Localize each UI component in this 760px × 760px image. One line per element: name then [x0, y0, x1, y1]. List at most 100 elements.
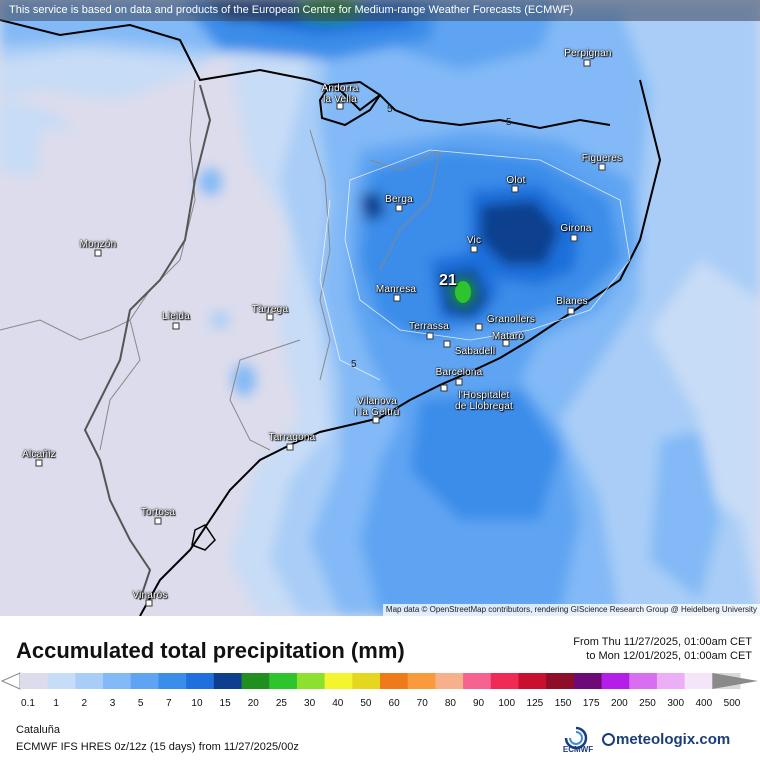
city-marker-alcaniz[interactable] [35, 459, 43, 467]
scale-tick-label: 1 [53, 698, 59, 709]
scale-swatch [684, 673, 713, 689]
city-label-tarrega: Tàrrega [251, 304, 289, 315]
scale-swatch [130, 673, 159, 689]
andorra-border [318, 80, 382, 127]
city-marker-lleida[interactable] [172, 322, 180, 330]
scale-swatch [47, 673, 76, 689]
city-marker-berga[interactable] [395, 204, 403, 212]
city-label-mataro: Mataró [491, 331, 525, 342]
city-marker-vilanova[interactable] [372, 416, 380, 424]
scale-tick-label: 40 [332, 698, 344, 709]
city-label-monzon: Monzón [79, 239, 117, 250]
scale-swatch [518, 673, 547, 689]
delta-coast [191, 524, 216, 551]
city-label-terrassa: Terrassa [409, 321, 449, 332]
scale-tick-label: 400 [695, 698, 713, 709]
scale-tick-label: 5 [137, 698, 144, 709]
scale-swatch [296, 673, 326, 689]
national-border [0, 19, 611, 130]
meteologix-logo-text: meteologix.com [616, 731, 731, 748]
city-marker-terrassa[interactable] [426, 332, 434, 340]
city-marker-andorra[interactable] [336, 102, 344, 110]
scale-tick-label: 125 [526, 698, 544, 709]
city-label-vinaros: Vinaròs [132, 590, 168, 601]
city-label-andorra: Andorra la Vella [321, 83, 359, 105]
city-marker-sabadell[interactable] [443, 340, 451, 348]
scale-swatch [20, 673, 49, 689]
city-marker-girona[interactable] [570, 234, 578, 242]
city-marker-mataro[interactable] [502, 339, 510, 347]
legend-title: Accumulated total precipitation (mm) [16, 638, 405, 663]
map-attribution: Map data © OpenStreetMap contributors, r… [382, 604, 760, 616]
city-label-vilanova: Vilanova i la Geltrú [354, 396, 400, 418]
scale-swatch [573, 673, 603, 689]
scale-tick-label: 20 [247, 698, 259, 709]
ecmwf-banner: This service is based on data and produc… [0, 0, 760, 21]
scale-tick-label: 0.1 [21, 698, 35, 709]
scale-tick-label: 80 [444, 698, 456, 709]
ecmwf-logo-icon [564, 726, 588, 750]
city-marker-tarragona[interactable] [286, 443, 294, 451]
scale-tick-label: 7 [166, 698, 172, 709]
city-marker-hospitalet[interactable] [440, 384, 448, 392]
precipitation-map[interactable]: This service is based on data and produc… [0, 0, 760, 616]
scale-tick-label: 150 [554, 698, 572, 709]
meteologix-logo[interactable]: meteologix.com [602, 731, 730, 748]
city-marker-figueres[interactable] [598, 163, 606, 171]
city-marker-granollers[interactable] [475, 323, 483, 331]
time-range-to: to Mon 12/01/2025, 01:00am CET [586, 650, 752, 662]
city-label-lleida: Lleida [162, 311, 190, 322]
scale-tick-label: 90 [472, 698, 485, 709]
scale-tick-label: 3 [109, 698, 116, 709]
time-range-from: From Thu 11/27/2025, 01:00am CET [573, 636, 752, 648]
scale-swatch [158, 673, 187, 689]
scale-swatch [269, 673, 298, 689]
city-label-blanes: Blanes [556, 296, 588, 307]
scale-arrow-right [712, 673, 758, 689]
scale-tick-label: 60 [388, 698, 400, 709]
city-marker-barcelona[interactable] [455, 378, 463, 386]
scale-swatch [213, 673, 243, 689]
city-label-figueres: Figueres [581, 153, 623, 164]
city-marker-vinaros[interactable] [145, 599, 153, 607]
coastline [139, 79, 662, 616]
scale-tick-label: 300 [667, 698, 685, 709]
precipitation-fields [0, 0, 760, 616]
city-marker-olot[interactable] [511, 185, 519, 193]
scale-swatch [463, 673, 492, 689]
max-precip-area [455, 281, 471, 303]
city-label-olot: Olot [506, 175, 526, 186]
meteologix-logo-icon [602, 733, 615, 746]
city-label-hospitalet: l'Hospitalet de Llobregat [454, 390, 514, 412]
city-marker-manresa[interactable] [393, 294, 401, 302]
scale-swatch [435, 673, 464, 689]
city-marker-tortosa[interactable] [154, 517, 162, 525]
city-label-manresa: Manresa [375, 284, 417, 295]
contour-label: 5 [506, 117, 512, 128]
city-marker-blanes[interactable] [567, 307, 575, 315]
scale-tick-label: 200 [611, 698, 628, 709]
scale-swatch [103, 673, 132, 689]
city-label-berga: Berga [385, 194, 413, 205]
city-label-granollers: Granollers [486, 314, 536, 325]
city-label-tortosa: Tortosa [140, 507, 176, 518]
city-marker-tarrega[interactable] [266, 313, 274, 321]
scale-tick-label: 50 [360, 698, 372, 709]
city-marker-monzon[interactable] [94, 249, 102, 257]
scale-swatch [186, 673, 215, 689]
scale-swatch [490, 673, 519, 689]
contour-label: 5 [387, 104, 393, 115]
ecmwf-logo-text: ECMWF [562, 745, 594, 754]
city-marker-perpignan[interactable] [583, 59, 591, 67]
city-label-sabadell: Sabadell [454, 346, 496, 357]
scale-tick-label: 500 [723, 698, 741, 709]
scale-tick-label: 2 [81, 698, 88, 709]
region-boundary [83, 84, 212, 601]
scale-swatch [656, 673, 686, 689]
scale-swatch [546, 673, 575, 689]
city-marker-vic[interactable] [470, 245, 478, 253]
model-info: ECMWF IFS HRES 0z/12z (15 days) from 11/… [16, 741, 299, 753]
peak-value-label: 21 [439, 272, 457, 289]
scale-swatch [75, 673, 104, 689]
scale-swatch [601, 673, 630, 689]
